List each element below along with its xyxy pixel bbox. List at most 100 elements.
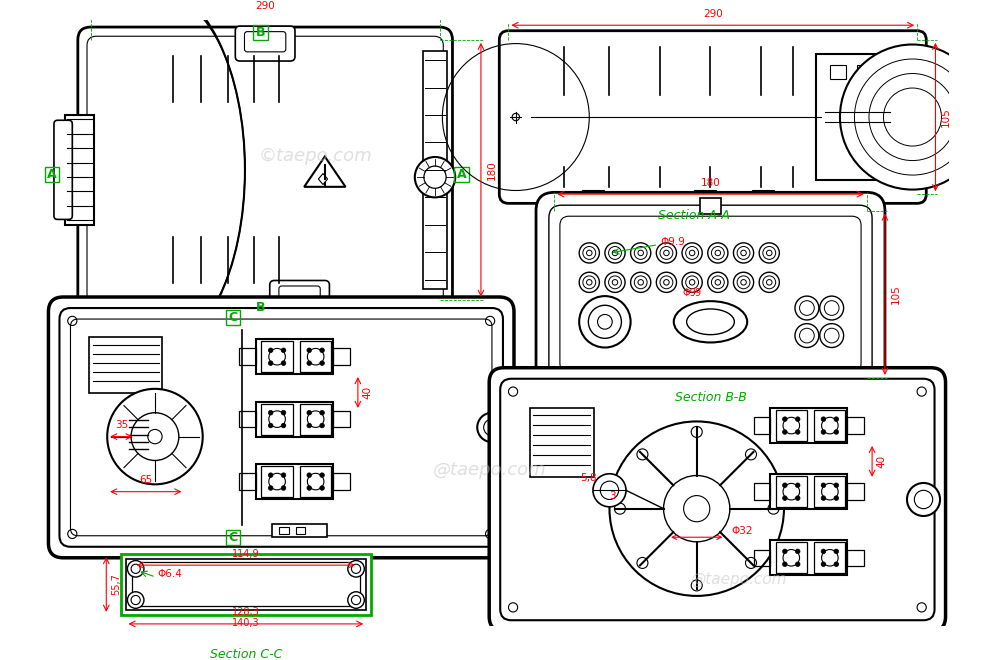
FancyBboxPatch shape xyxy=(489,368,945,631)
Bar xyxy=(226,310,241,325)
Text: Section B-B: Section B-B xyxy=(674,391,746,404)
Bar xyxy=(770,475,847,509)
Circle shape xyxy=(307,473,312,477)
Text: @taepo.com: @taepo.com xyxy=(690,572,786,587)
Circle shape xyxy=(307,411,312,415)
Text: Φ9.9: Φ9.9 xyxy=(660,237,685,247)
Circle shape xyxy=(782,483,787,488)
Bar xyxy=(753,550,770,566)
Circle shape xyxy=(281,411,286,415)
Bar xyxy=(333,348,349,365)
Bar xyxy=(272,524,327,537)
Circle shape xyxy=(782,549,787,554)
Circle shape xyxy=(605,272,625,292)
Circle shape xyxy=(745,558,756,568)
Text: Φ32: Φ32 xyxy=(732,527,753,537)
Circle shape xyxy=(840,44,985,189)
Circle shape xyxy=(821,562,826,566)
Circle shape xyxy=(691,426,702,438)
Text: 40: 40 xyxy=(362,386,372,399)
Circle shape xyxy=(821,496,826,500)
Circle shape xyxy=(320,411,325,415)
Bar xyxy=(45,167,59,182)
Circle shape xyxy=(307,361,312,366)
Bar xyxy=(296,527,305,534)
Circle shape xyxy=(415,157,455,197)
Circle shape xyxy=(782,417,787,422)
Text: 65: 65 xyxy=(140,475,152,485)
Circle shape xyxy=(347,592,364,609)
Bar xyxy=(814,542,845,574)
Circle shape xyxy=(268,361,273,366)
Bar xyxy=(847,417,864,434)
Bar xyxy=(753,417,770,434)
Bar xyxy=(770,408,847,443)
Circle shape xyxy=(268,411,273,415)
Circle shape xyxy=(579,243,599,263)
Text: 35: 35 xyxy=(115,420,128,430)
Circle shape xyxy=(821,549,826,554)
Circle shape xyxy=(268,423,273,428)
Circle shape xyxy=(795,496,800,500)
Circle shape xyxy=(268,473,273,477)
Bar xyxy=(816,53,899,180)
Bar xyxy=(751,189,774,201)
Bar xyxy=(423,51,446,289)
Circle shape xyxy=(834,417,839,422)
Bar xyxy=(261,466,293,497)
Text: 5,8: 5,8 xyxy=(580,473,597,483)
Circle shape xyxy=(708,243,728,263)
Circle shape xyxy=(656,243,676,263)
Circle shape xyxy=(281,473,286,477)
Circle shape xyxy=(637,449,647,460)
Circle shape xyxy=(795,549,800,554)
Circle shape xyxy=(320,423,325,428)
Circle shape xyxy=(734,243,753,263)
Bar xyxy=(240,348,256,365)
Circle shape xyxy=(128,592,144,609)
FancyBboxPatch shape xyxy=(53,120,72,219)
Circle shape xyxy=(656,272,676,292)
Text: Φ6.4: Φ6.4 xyxy=(157,570,182,579)
Circle shape xyxy=(320,473,325,477)
Text: 180: 180 xyxy=(701,178,721,187)
Circle shape xyxy=(347,560,364,577)
Bar xyxy=(776,542,807,574)
Bar xyxy=(300,403,332,435)
Circle shape xyxy=(782,496,787,500)
Bar xyxy=(830,65,846,79)
Bar xyxy=(694,189,717,201)
Circle shape xyxy=(281,423,286,428)
Bar xyxy=(530,408,594,477)
Bar xyxy=(126,559,366,610)
FancyArrowPatch shape xyxy=(672,535,722,539)
Text: Section A-A: Section A-A xyxy=(658,209,731,222)
Text: B: B xyxy=(255,26,265,39)
Bar xyxy=(253,25,268,40)
Circle shape xyxy=(631,272,650,292)
FancyBboxPatch shape xyxy=(499,31,927,203)
Bar xyxy=(454,167,469,182)
Text: C: C xyxy=(229,311,238,323)
Bar xyxy=(700,198,721,214)
Bar xyxy=(89,337,162,393)
Circle shape xyxy=(268,348,273,352)
Circle shape xyxy=(424,166,446,188)
Bar xyxy=(770,541,847,576)
FancyBboxPatch shape xyxy=(269,280,330,315)
Bar xyxy=(333,411,349,428)
Bar xyxy=(256,464,333,499)
Circle shape xyxy=(281,361,286,366)
Circle shape xyxy=(320,361,325,366)
Circle shape xyxy=(795,323,819,348)
Circle shape xyxy=(307,423,312,428)
Circle shape xyxy=(682,272,702,292)
Circle shape xyxy=(477,412,507,442)
Circle shape xyxy=(631,243,650,263)
Circle shape xyxy=(615,503,626,514)
Text: B: B xyxy=(255,300,265,314)
Circle shape xyxy=(745,449,756,460)
FancyBboxPatch shape xyxy=(49,297,514,558)
Circle shape xyxy=(759,272,779,292)
Bar xyxy=(261,403,293,435)
